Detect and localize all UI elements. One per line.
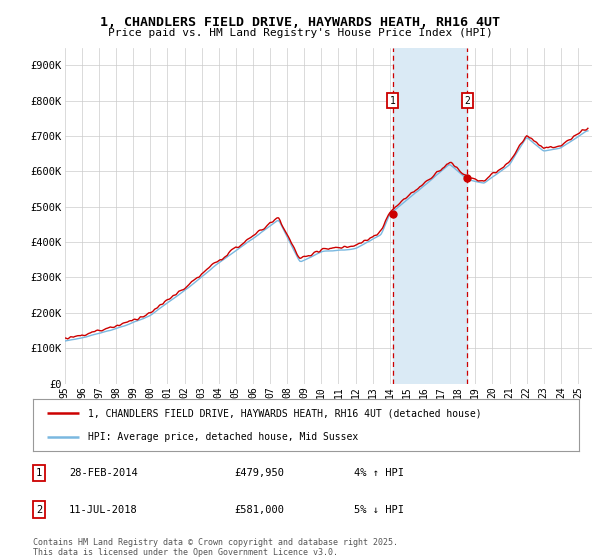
Text: 1: 1 <box>36 468 42 478</box>
Text: 4% ↑ HPI: 4% ↑ HPI <box>354 468 404 478</box>
Text: 1: 1 <box>389 96 395 106</box>
Bar <box>392 48 467 384</box>
Text: £581,000: £581,000 <box>234 505 284 515</box>
Text: Contains HM Land Registry data © Crown copyright and database right 2025.
This d: Contains HM Land Registry data © Crown c… <box>33 538 398 557</box>
Text: 2: 2 <box>36 505 42 515</box>
Text: Price paid vs. HM Land Registry's House Price Index (HPI): Price paid vs. HM Land Registry's House … <box>107 28 493 38</box>
Text: 28-FEB-2014: 28-FEB-2014 <box>69 468 138 478</box>
Text: 2: 2 <box>464 96 470 106</box>
Text: 1, CHANDLERS FIELD DRIVE, HAYWARDS HEATH, RH16 4UT: 1, CHANDLERS FIELD DRIVE, HAYWARDS HEATH… <box>100 16 500 29</box>
Text: 1, CHANDLERS FIELD DRIVE, HAYWARDS HEATH, RH16 4UT (detached house): 1, CHANDLERS FIELD DRIVE, HAYWARDS HEATH… <box>88 408 481 418</box>
Text: 5% ↓ HPI: 5% ↓ HPI <box>354 505 404 515</box>
Text: HPI: Average price, detached house, Mid Sussex: HPI: Average price, detached house, Mid … <box>88 432 358 442</box>
Text: 11-JUL-2018: 11-JUL-2018 <box>69 505 138 515</box>
Text: £479,950: £479,950 <box>234 468 284 478</box>
